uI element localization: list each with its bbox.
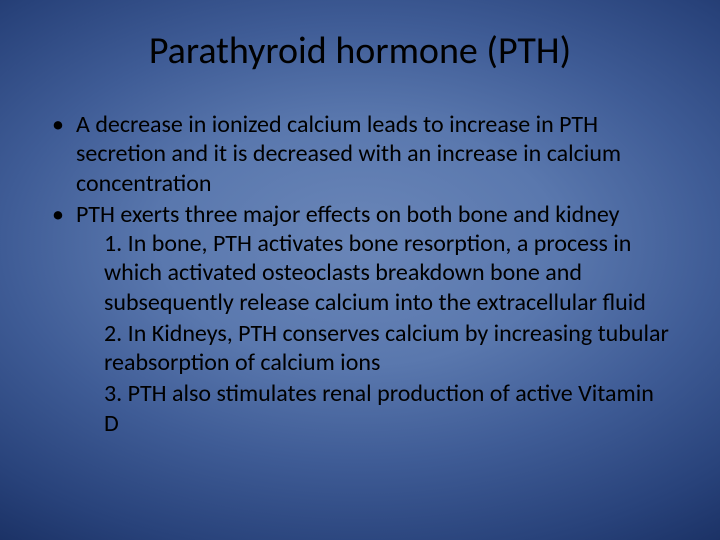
sub-item: 2. In Kidneys, PTH conserves calcium by … [104, 319, 672, 378]
slide-title: Parathyroid hormone (PTH) [48, 28, 672, 74]
slide-content: A decrease in ionized calcium leads to i… [48, 110, 672, 438]
sub-item: 3. PTH also stimulates renal production … [104, 379, 672, 438]
bullet-list: A decrease in ionized calcium leads to i… [48, 110, 672, 438]
bullet-item: PTH exerts three major effects on both b… [48, 200, 672, 438]
sub-list: 1. In bone, PTH activates bone resorptio… [76, 229, 672, 438]
sub-item: 1. In bone, PTH activates bone resorptio… [104, 229, 672, 317]
slide: Parathyroid hormone (PTH) A decrease in … [0, 0, 720, 540]
bullet-text: PTH exerts three major effects on both b… [76, 200, 620, 229]
bullet-item: A decrease in ionized calcium leads to i… [48, 110, 672, 198]
